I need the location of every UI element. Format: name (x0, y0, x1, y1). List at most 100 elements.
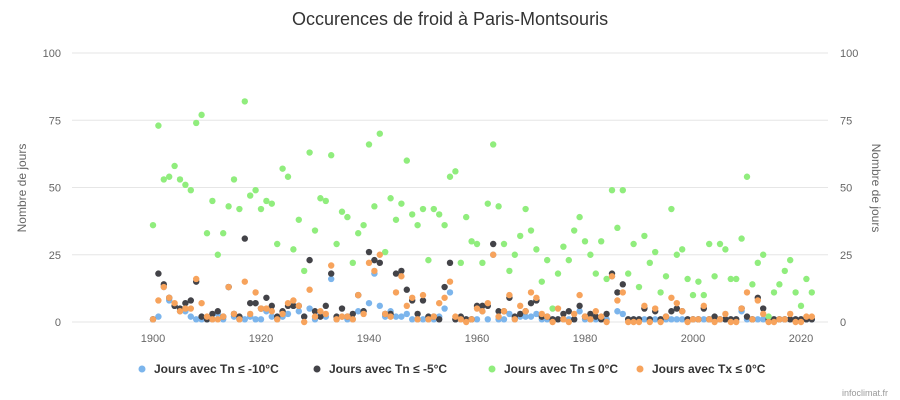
data-point (517, 310, 524, 318)
data-point (203, 230, 211, 237)
data-point (360, 310, 367, 318)
data-point (500, 308, 508, 315)
data-point (495, 203, 502, 210)
data-point (301, 318, 308, 326)
y-axis-right-ticks: 0 25 50 75 100 (840, 48, 858, 329)
data-point (571, 310, 578, 318)
data-point (306, 305, 313, 312)
data-point (700, 316, 707, 323)
data-point (425, 316, 432, 323)
data-point (236, 316, 243, 323)
data-point (290, 297, 297, 304)
data-point (311, 313, 319, 320)
data-point (587, 316, 594, 323)
data-point (706, 316, 713, 323)
data-point (473, 240, 481, 248)
data-point (279, 165, 286, 172)
data-point (743, 173, 751, 180)
data-point (614, 289, 621, 296)
data-point (738, 235, 745, 242)
data-point (560, 310, 567, 318)
data-point (376, 259, 383, 267)
data-point (760, 316, 767, 323)
data-point (182, 181, 189, 189)
data-point (587, 251, 594, 258)
data-point (155, 122, 162, 129)
gridlines (72, 52, 828, 323)
data-point (230, 310, 238, 318)
data-point (171, 299, 178, 307)
data-point (176, 308, 184, 315)
data-point (220, 313, 227, 320)
data-point (209, 310, 216, 318)
legend-label-3[interactable]: Jours avec Tn ≤ 0°C (504, 362, 618, 376)
data-point (803, 275, 810, 283)
data-point (214, 316, 221, 323)
data-point (711, 313, 718, 320)
data-point (306, 256, 313, 264)
data-point (155, 297, 162, 304)
data-point (171, 162, 178, 170)
data-point (409, 294, 416, 301)
data-point (322, 197, 329, 205)
data-point (576, 291, 583, 299)
legend-marker-3 (488, 365, 496, 373)
x-tick-label: 1940 (357, 333, 381, 345)
data-point (560, 316, 567, 323)
data-point (160, 283, 167, 291)
data-point (463, 318, 470, 326)
legend-marker-2 (313, 365, 321, 373)
data-point (344, 313, 351, 320)
y-tick-label-left: 100 (43, 48, 61, 60)
data-point (187, 186, 194, 194)
data-point (506, 291, 513, 299)
data-points (149, 98, 815, 326)
legend-label-4[interactable]: Jours avec Tx ≤ 0°C (652, 362, 766, 376)
data-point (338, 305, 346, 312)
data-point (754, 259, 761, 267)
data-point (365, 141, 373, 148)
data-point (284, 299, 292, 307)
y-tick-label-right: 50 (840, 183, 852, 195)
y-tick-label-left: 50 (49, 183, 61, 195)
data-point (306, 149, 313, 156)
data-point (614, 297, 621, 304)
data-point (344, 213, 351, 221)
data-point (576, 308, 583, 315)
data-point (241, 98, 248, 105)
chart-title: Occurences de froid à Paris-Montsouris (292, 9, 608, 29)
legend-label-1[interactable]: Jours avec Tn ≤ -10°C (154, 362, 279, 376)
data-point (441, 305, 448, 312)
data-point (635, 283, 643, 291)
y-axis-left-ticks: 0 25 50 75 100 (43, 48, 61, 329)
data-point (484, 299, 491, 307)
data-point (241, 316, 248, 323)
data-point (743, 313, 751, 320)
data-point (668, 294, 675, 301)
legend-label-2[interactable]: Jours avec Tn ≤ -5°C (329, 362, 447, 376)
data-point (365, 299, 373, 307)
data-point (614, 224, 621, 232)
data-point (382, 248, 389, 256)
data-point (441, 283, 448, 291)
data-point (500, 240, 508, 248)
data-point (284, 310, 292, 318)
data-point (652, 305, 659, 312)
data-point (268, 308, 275, 315)
y-axis-left-title: Nombre de jours (15, 144, 29, 233)
data-point (630, 240, 637, 248)
data-point (392, 313, 400, 320)
data-point (284, 173, 292, 180)
data-point (338, 313, 346, 320)
data-point (646, 318, 653, 326)
data-point (274, 240, 281, 248)
data-point (506, 310, 513, 318)
data-point (295, 308, 302, 315)
data-point (733, 275, 740, 283)
data-point (365, 248, 373, 256)
data-point (776, 281, 783, 288)
data-point (760, 310, 767, 318)
data-point (598, 238, 605, 245)
data-point (706, 240, 713, 248)
data-point (419, 205, 427, 213)
